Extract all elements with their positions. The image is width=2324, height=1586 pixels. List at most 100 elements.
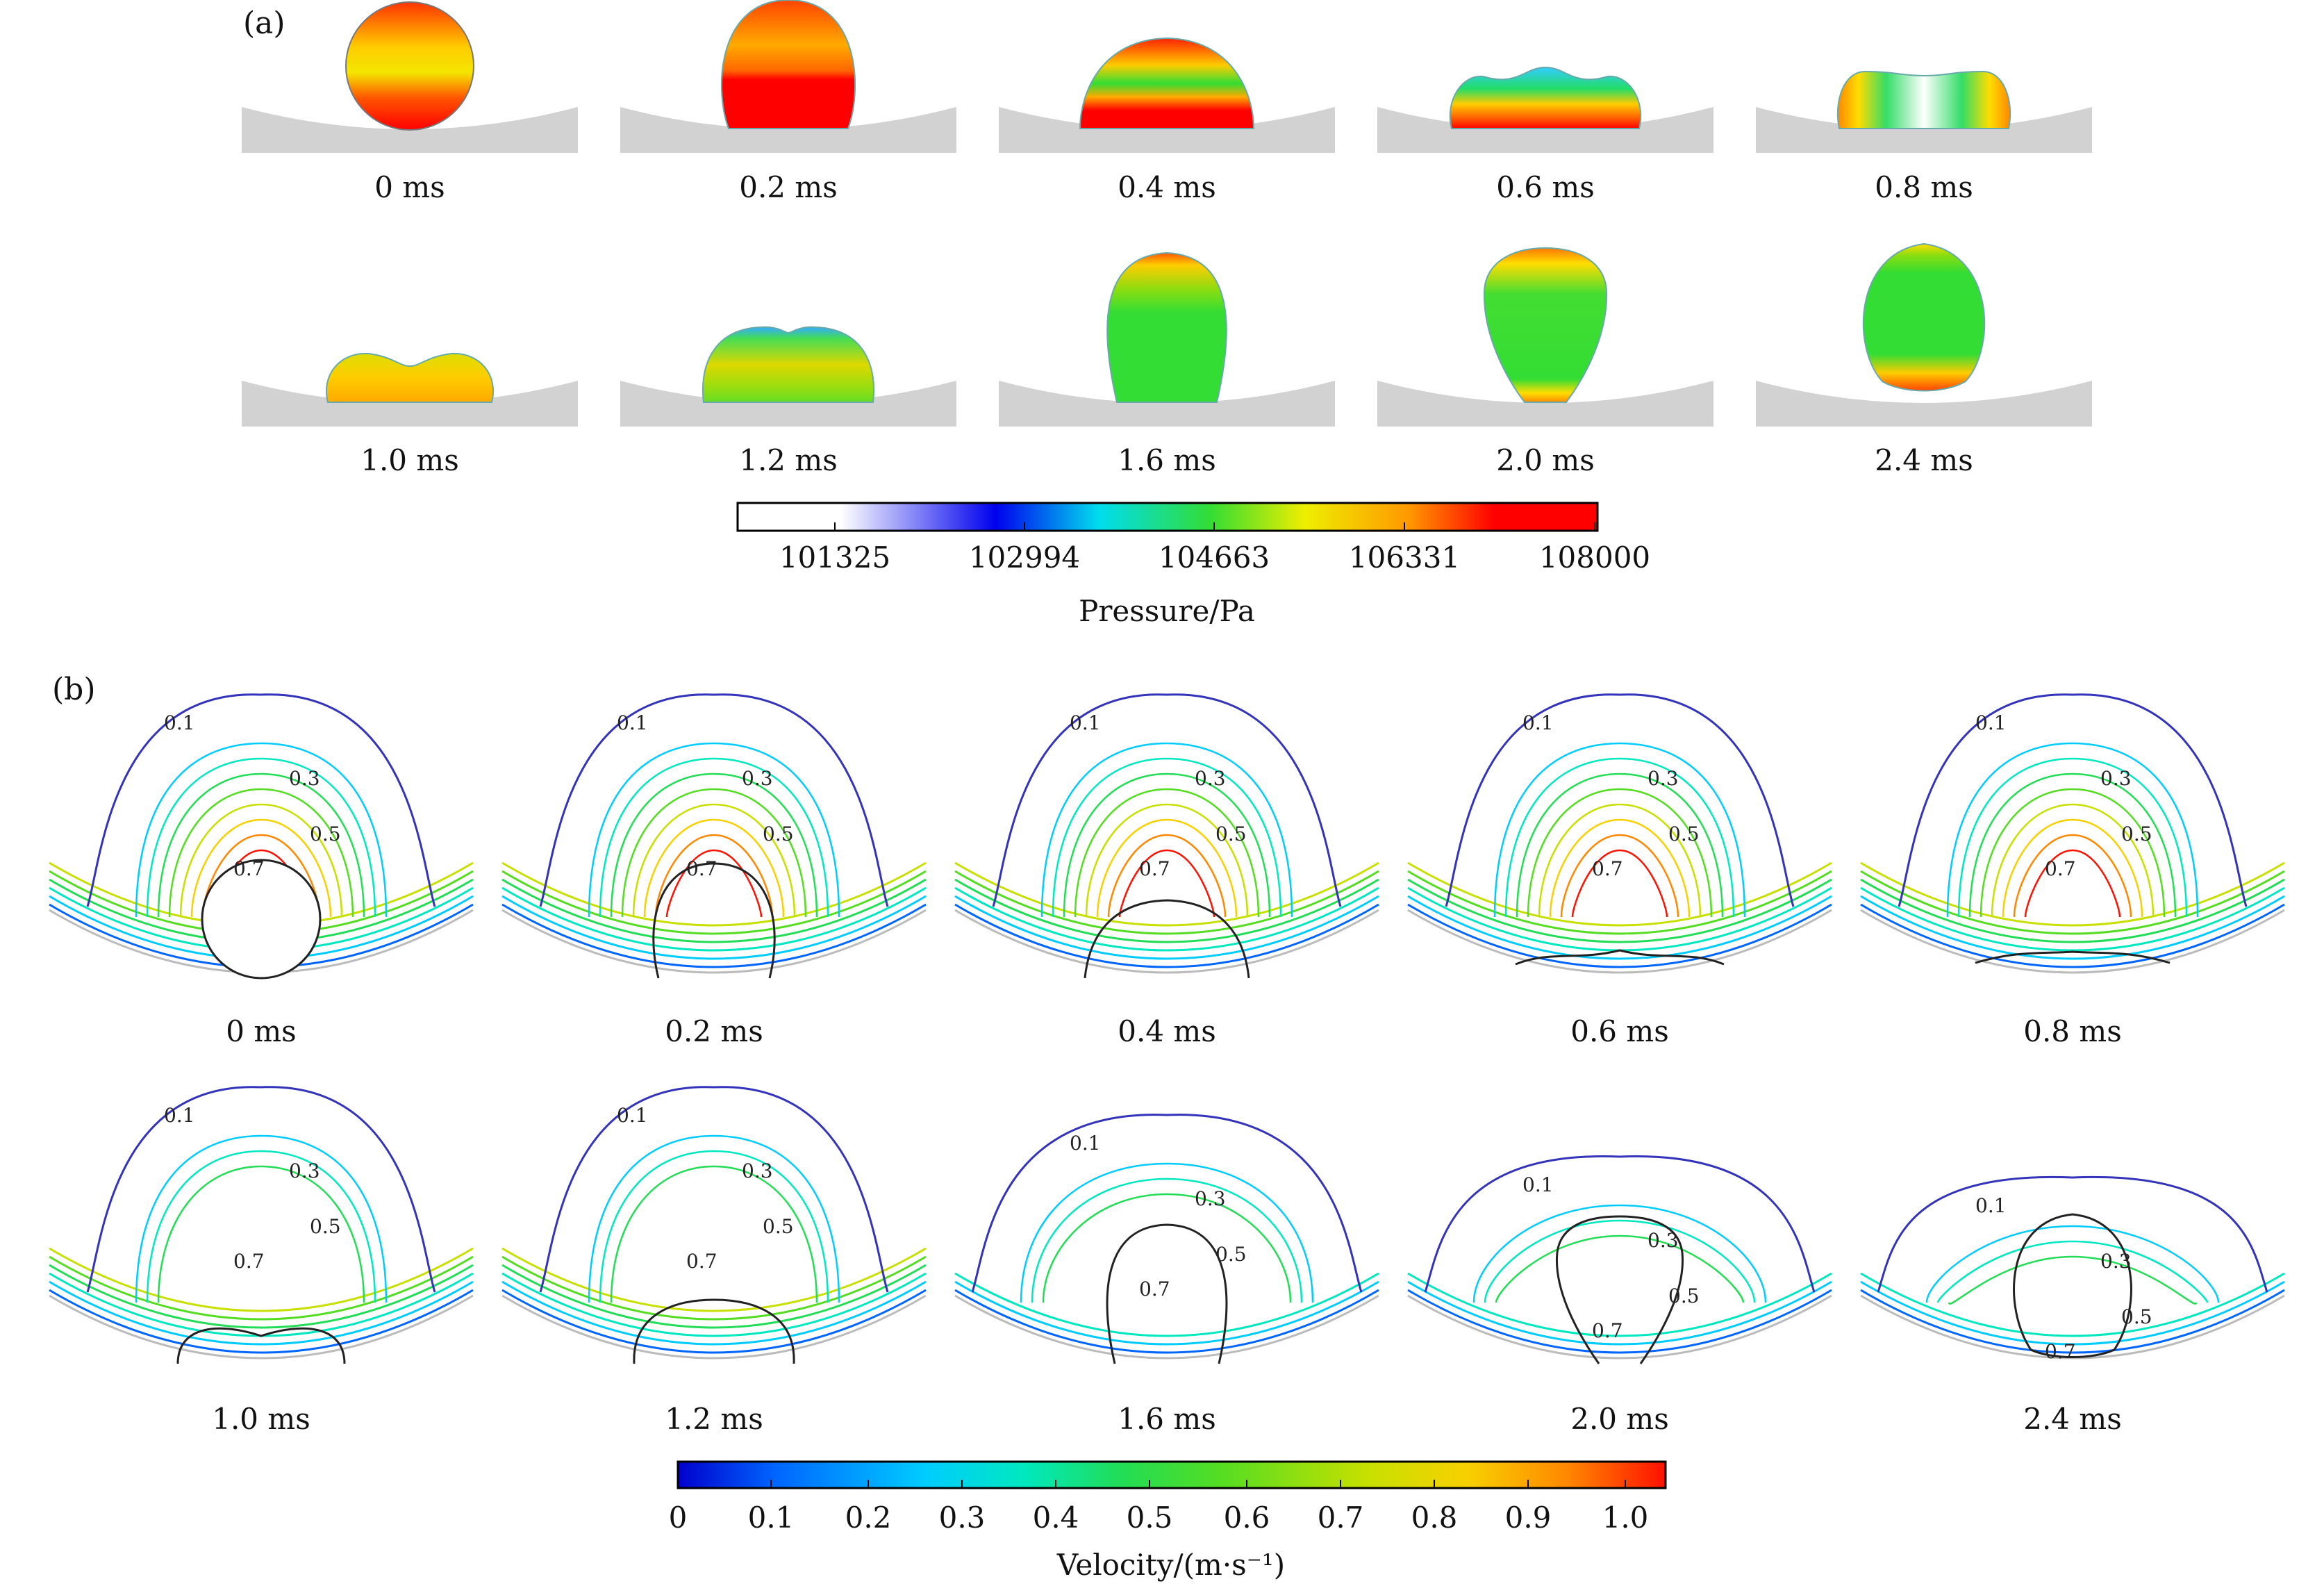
contour-line xyxy=(201,834,321,918)
droplet xyxy=(326,352,494,403)
pressure-frame xyxy=(1756,70,2092,153)
contour-line xyxy=(1407,1280,1832,1346)
pressure-frame-time: 2.4 ms xyxy=(1875,443,1973,477)
pressure-frame xyxy=(1377,247,1713,427)
pressure-frame xyxy=(1756,242,2092,427)
contour-line xyxy=(157,773,365,918)
velocity-colorbar xyxy=(677,1460,1667,1489)
contour-line xyxy=(1538,803,1702,918)
velocity-frame-time: 0 ms xyxy=(226,1014,297,1048)
substrate-line xyxy=(1860,909,2285,974)
droplet xyxy=(1449,66,1642,129)
contour-line xyxy=(1096,818,1238,918)
contour-label: 0.5 xyxy=(2121,823,2152,845)
contour-line xyxy=(539,693,889,907)
contour-label: 0.7 xyxy=(1139,857,1170,880)
contour-line xyxy=(157,1165,365,1303)
pressure-tick-label: 108000 xyxy=(1538,540,1651,575)
contour-line xyxy=(954,870,1379,935)
contour-label: 0.5 xyxy=(1215,1243,1247,1266)
panel-a-label: (a) xyxy=(243,6,285,41)
contour-line xyxy=(539,1086,889,1293)
contour-label: 0.3 xyxy=(2100,767,2132,790)
velocity-tick-label: 0.4 xyxy=(1032,1501,1079,1535)
velocity-frame-time: 1.0 ms xyxy=(212,1402,310,1436)
contour-line xyxy=(610,773,818,918)
substrate-line xyxy=(1407,1294,1832,1360)
contour-label: 0.1 xyxy=(1070,1132,1101,1155)
contour-line xyxy=(1549,818,1691,918)
substrate xyxy=(242,381,578,427)
substrate-line xyxy=(501,909,927,974)
contour-line xyxy=(2013,834,2132,918)
contour-line xyxy=(588,1134,840,1303)
contour-line xyxy=(501,1272,927,1337)
contour-label: 0.7 xyxy=(1592,857,1623,880)
contour-line xyxy=(665,849,763,918)
contour-line xyxy=(1860,1272,2285,1337)
contour-line xyxy=(599,757,829,918)
pressure-frame-time: 1.0 ms xyxy=(360,443,459,477)
contour-line xyxy=(654,834,774,918)
droplet-outline xyxy=(633,1298,795,1364)
contour-line xyxy=(1107,834,1227,918)
contour-line xyxy=(1860,886,2285,952)
droplet-outline xyxy=(1975,950,2171,964)
contour-line xyxy=(1860,895,2285,960)
contour-line xyxy=(1860,1280,2285,1346)
pressure-tick-label: 102994 xyxy=(968,540,1081,575)
contour-line xyxy=(1472,1204,1767,1303)
contour-label: 0.1 xyxy=(1522,711,1554,734)
velocity-frame-time: 0.4 ms xyxy=(1118,1014,1216,1048)
contour-line xyxy=(501,870,927,935)
contour-label: 0.3 xyxy=(1647,767,1679,790)
contour-line xyxy=(954,878,1379,943)
contour-line xyxy=(1860,861,2285,927)
contour-line xyxy=(1484,1219,1756,1303)
velocity-tick-label: 1.0 xyxy=(1602,1501,1649,1535)
substrate xyxy=(1756,381,2092,427)
contour-line xyxy=(1040,742,1293,918)
pressure-frame-time: 1.2 ms xyxy=(739,443,838,477)
contour-line xyxy=(501,1280,927,1346)
contour-line xyxy=(49,903,474,968)
velocity-frame: 0.1 0.3 0.5 0.7 xyxy=(1860,693,2285,974)
pressure-frame xyxy=(242,1,578,153)
panel-a-figures xyxy=(242,0,2092,532)
contour-line xyxy=(954,1280,1379,1346)
contour-label: 0.7 xyxy=(2045,857,2076,880)
droplet-outline xyxy=(176,1327,346,1364)
contour-line xyxy=(1925,1225,2220,1303)
contour-line xyxy=(1946,742,2199,918)
contour-line xyxy=(1042,1193,1292,1303)
contour-line xyxy=(1407,886,1832,952)
contour-label: 0.3 xyxy=(1195,767,1226,790)
contour-line xyxy=(1968,773,2177,918)
droplet xyxy=(1836,70,2011,129)
contour-line xyxy=(1860,1289,2285,1354)
contour-label: 0.7 xyxy=(1592,1319,1623,1342)
velocity-tick-label: 0.1 xyxy=(747,1501,795,1535)
droplet xyxy=(1079,37,1255,129)
droplet xyxy=(1862,242,1986,392)
droplet-outline xyxy=(652,862,776,979)
contour-line xyxy=(213,849,310,918)
contour-line xyxy=(86,693,436,907)
contour-line xyxy=(1527,788,1713,918)
contour-line xyxy=(954,1289,1379,1354)
contour-line xyxy=(1504,757,1735,918)
velocity-tick-label: 0.3 xyxy=(938,1501,986,1535)
contour-line xyxy=(1571,849,1668,918)
contour-line xyxy=(501,878,927,943)
contour-label: 0.5 xyxy=(1215,823,1247,845)
droplet xyxy=(345,1,474,131)
droplet-outline xyxy=(201,859,322,980)
contour-line xyxy=(632,803,796,918)
contour-label: 0.3 xyxy=(289,1159,320,1182)
velocity-tick-label: 0.7 xyxy=(1317,1501,1364,1535)
contour-line xyxy=(1877,1175,2268,1293)
contour-line xyxy=(1495,1234,1745,1303)
substrate-line xyxy=(1407,909,1832,974)
contour-line xyxy=(179,803,343,918)
pressure-frame-time: 0.4 ms xyxy=(1118,170,1216,204)
